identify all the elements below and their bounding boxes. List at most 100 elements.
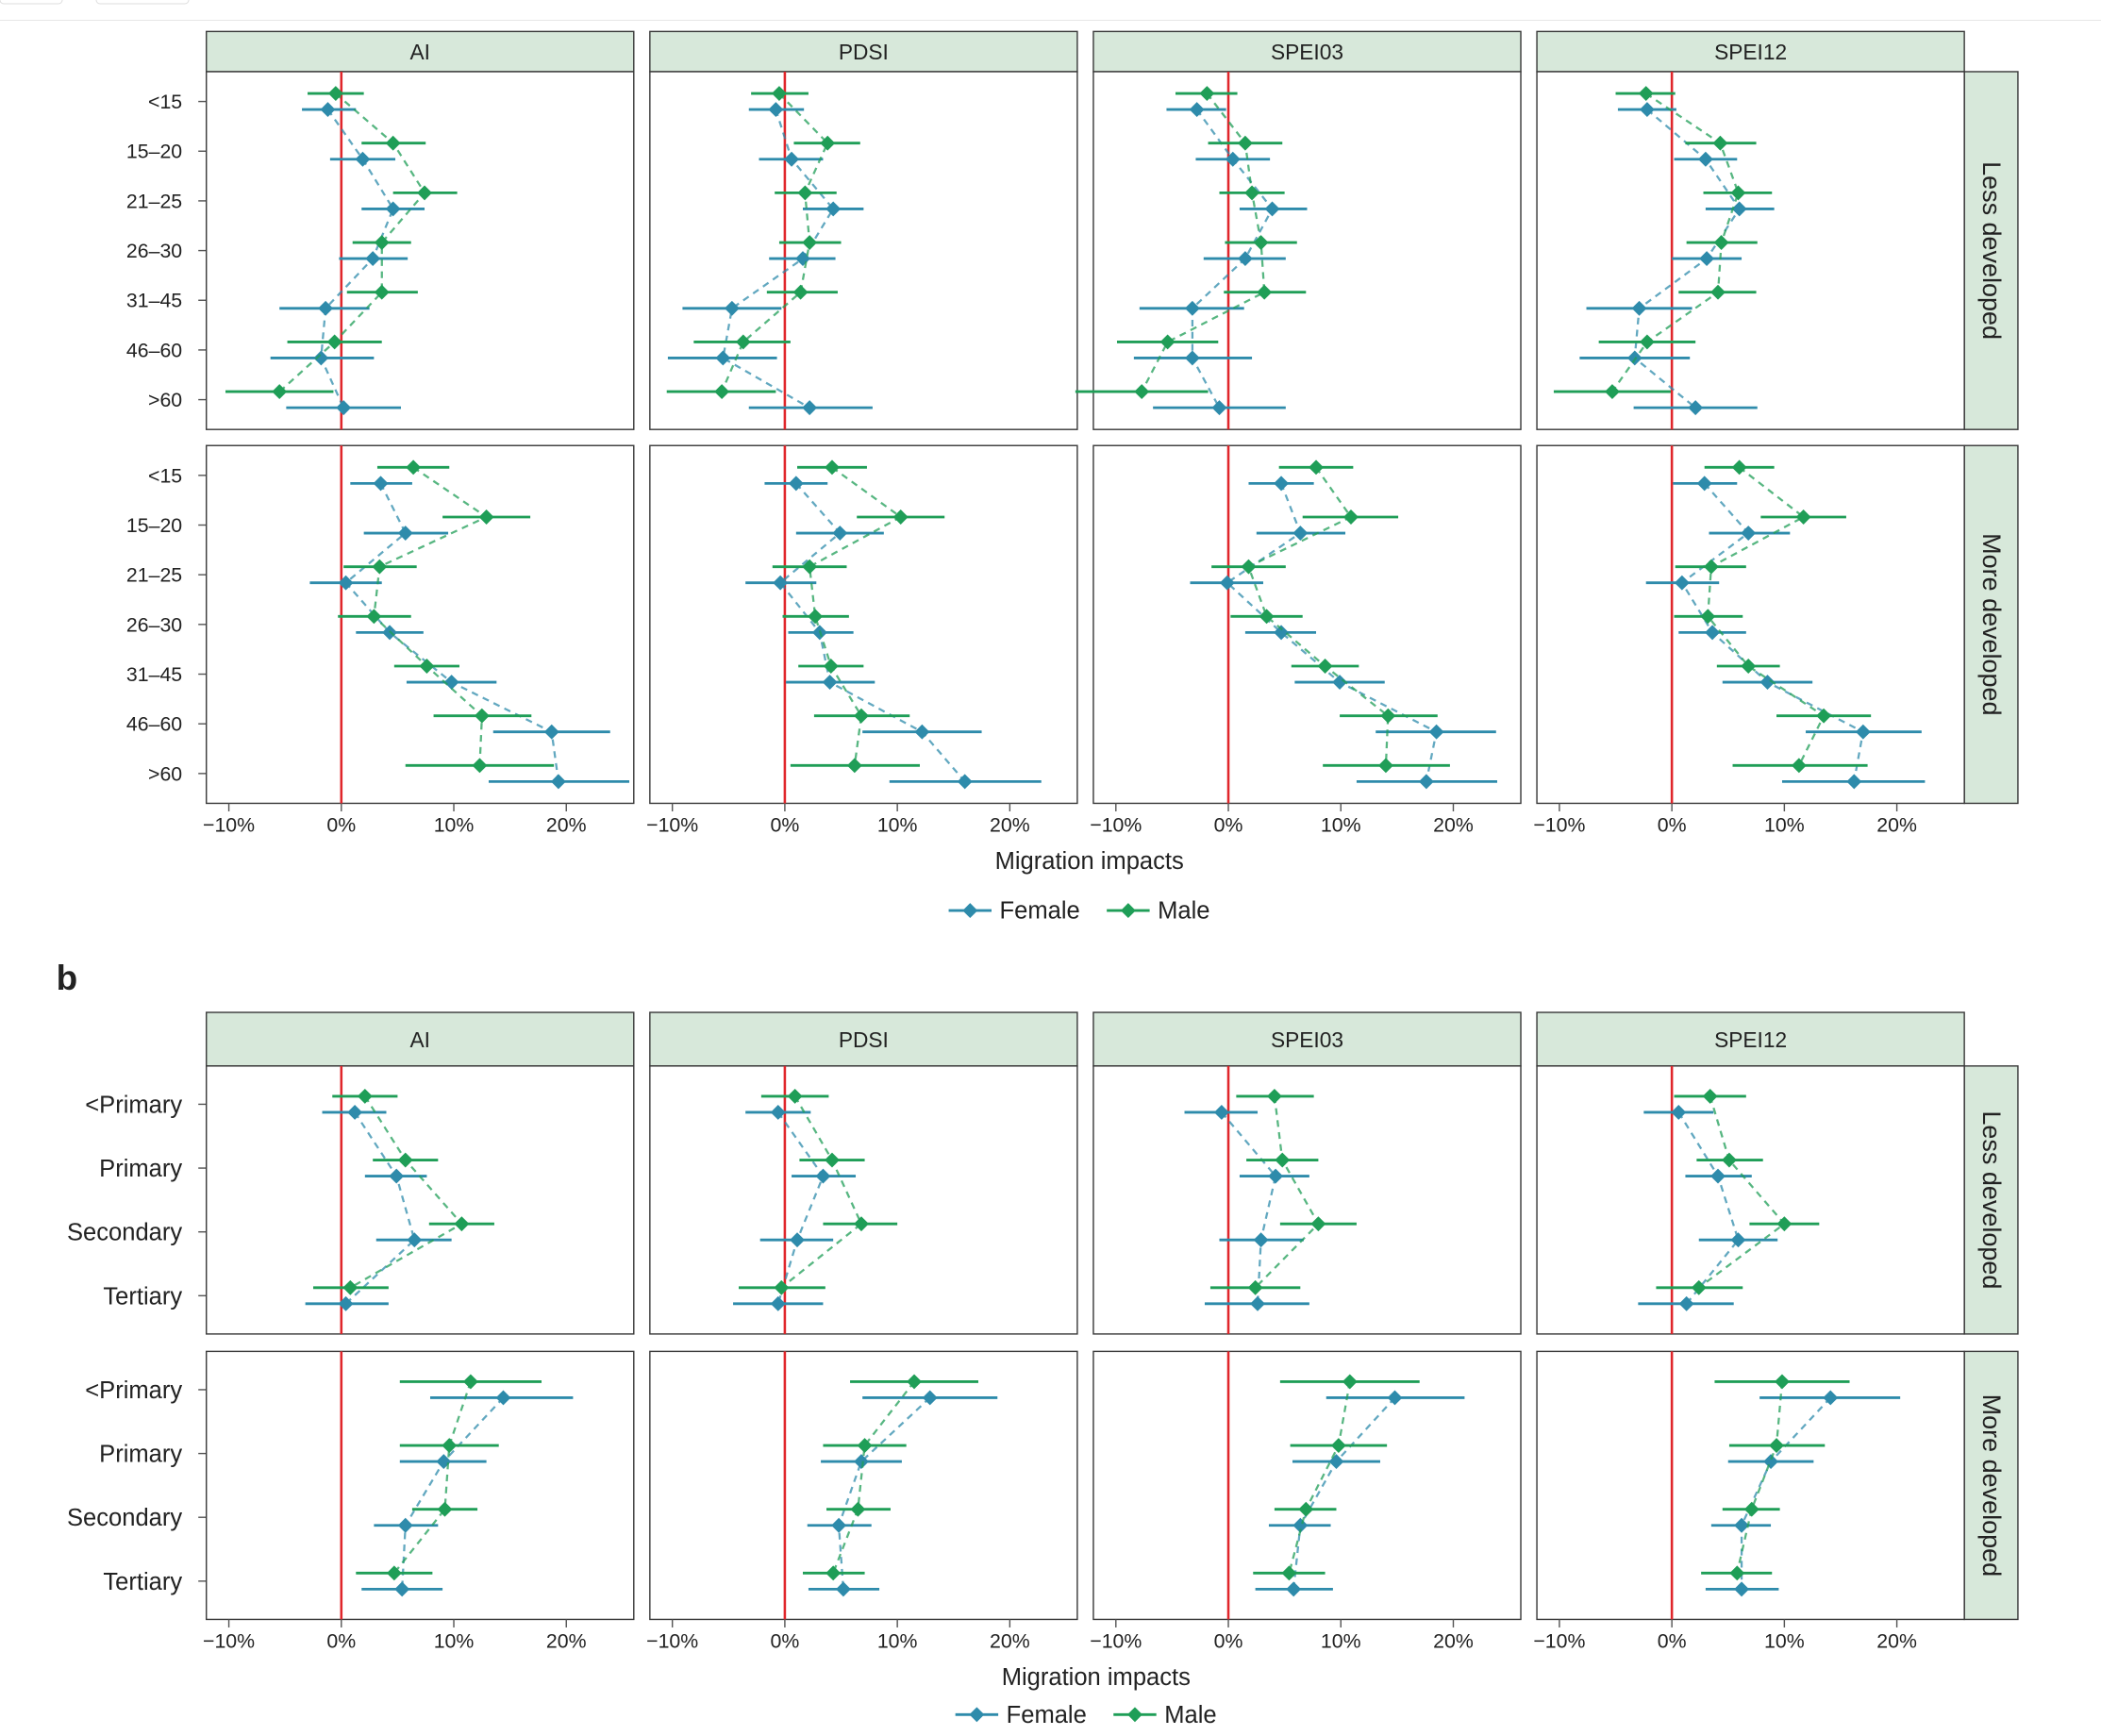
point-female-26-30 (1699, 251, 1715, 267)
row-strip-label-more-developed: More developed (1977, 1394, 2006, 1577)
legend-label-female: Female (1000, 898, 1080, 925)
x-tick-label-pdsi-0: −10% (646, 1629, 698, 1652)
point-female-primary (854, 1454, 869, 1470)
point-male-46-60 (1639, 334, 1655, 350)
point-male-60 (846, 758, 862, 774)
series-line-male (392, 1381, 473, 1574)
point-male-15 (1199, 86, 1215, 102)
point-female-primary (1671, 1104, 1687, 1120)
point-male-secondary (454, 1216, 470, 1232)
point-male-tertiary (825, 1565, 842, 1581)
facet-more-developed-spei03 (1092, 444, 1522, 805)
series-line-female (1740, 1396, 1832, 1590)
strip-spei03 (1092, 1011, 1522, 1067)
facet-frame (206, 71, 635, 430)
strip-label-spei03: SPEI03 (1271, 40, 1343, 64)
point-female-15-20 (1292, 526, 1309, 541)
facet-less-developed-spei03 (1092, 1065, 1522, 1335)
point-male-15 (1638, 86, 1654, 102)
point-male-15-20 (478, 509, 494, 525)
point-male-primary (1702, 1088, 1718, 1104)
x-tick-label-spei12-3: 20% (1876, 813, 1917, 836)
point-male-21-25 (1241, 559, 1257, 575)
facet-less-developed-ai (206, 71, 635, 430)
point-male-primary (397, 1152, 413, 1168)
x-tick-label-spei12-2: 10% (1764, 813, 1805, 836)
legend: Female Male (955, 1702, 1217, 1728)
point-male-46-60 (854, 708, 869, 724)
point-female-31-45 (1759, 675, 1776, 690)
x-tick-label-ai-3: 20% (546, 1629, 587, 1652)
tick-label-less-developed-15-20: 15–20 (126, 141, 182, 163)
facet-more-developed-spei12 (1536, 444, 1965, 805)
x-tick-label-pdsi-1: 0% (771, 1629, 800, 1652)
x-tick-label-ai-0: −10% (203, 813, 255, 836)
tick-label-less-developed-primary: <Primary (85, 1092, 182, 1118)
point-female-primary (347, 1104, 363, 1120)
x-axis-title: Migration impacts (995, 848, 1184, 875)
toolbar-button-right[interactable] (95, 0, 190, 5)
point-female-15-20 (1741, 526, 1757, 541)
series-line-male (349, 1095, 464, 1289)
x-tick-label-spei03-1: 0% (1214, 813, 1243, 836)
top-strip-background (0, 0, 2101, 21)
row-strip-less-developed (1963, 1065, 2019, 1335)
point-female-primary (1763, 1454, 1779, 1470)
tick-label-more-developed-46-60: 46–60 (126, 713, 182, 736)
point-male-secondary (1298, 1501, 1314, 1517)
point-female-primary (815, 1168, 831, 1184)
strip-label-pdsi: PDSI (839, 1027, 889, 1052)
tick-label-more-developed-26-30: 26–30 (126, 613, 182, 636)
point-male-60 (472, 758, 488, 774)
facet-frame (1536, 444, 1965, 805)
series-line-female (837, 1396, 931, 1590)
x-tick-label-pdsi-1: 0% (771, 813, 800, 836)
point-female-15 (768, 102, 784, 118)
x-axis-title: Migration impacts (1002, 1664, 1191, 1691)
point-female-primary (436, 1454, 452, 1470)
point-female-secondary (831, 1517, 847, 1533)
strip-ai (206, 1011, 635, 1067)
point-male-31-45 (792, 284, 809, 300)
series-line-male (1698, 1095, 1787, 1289)
facet-frame (649, 444, 1078, 805)
point-male-46-60 (1816, 708, 1832, 724)
point-female-15-20 (1697, 151, 1713, 167)
series-line-female (1292, 1396, 1396, 1590)
x-tick-label-pdsi-2: 10% (877, 813, 918, 836)
series-line-female (344, 1111, 416, 1305)
tick-label-more-developed-primary: <Primary (85, 1377, 182, 1404)
facet-less-developed-ai (206, 1065, 635, 1335)
tick-label-more-developed-31-45: 31–45 (126, 663, 182, 686)
toolbar-button-left[interactable] (0, 0, 63, 5)
series-line-male (832, 1380, 915, 1574)
facet-less-developed-spei12 (1536, 1065, 1965, 1335)
legend-swatch-marker-female (962, 903, 978, 919)
point-female-31-45 (822, 675, 838, 690)
facet-frame (206, 1065, 635, 1335)
tick-label-more-developed-15-20: 15–20 (126, 514, 182, 537)
tick-label-more-developed-60: >60 (148, 762, 182, 785)
point-female-primary (389, 1168, 405, 1184)
point-female-21-25 (773, 575, 789, 591)
tick-label-less-developed-46-60: 46–60 (126, 339, 182, 361)
point-female-tertiary (1250, 1295, 1265, 1311)
series-line-male (1736, 1381, 1784, 1574)
x-tick-label-spei03-3: 20% (1433, 1629, 1474, 1652)
point-female-primary (770, 1104, 786, 1120)
point-female-secondary (790, 1232, 805, 1248)
point-male-26-30 (802, 235, 818, 251)
facet-frame (1092, 444, 1522, 805)
point-female-60 (550, 774, 566, 790)
x-tick-label-spei03-0: −10% (1090, 1629, 1142, 1652)
point-female-tertiary (1734, 1581, 1750, 1597)
tick-label-more-developed-15: <15 (148, 464, 182, 487)
point-female-31-45 (443, 675, 459, 690)
point-male-46-60 (326, 334, 342, 350)
legend: Female Male (948, 898, 1209, 925)
facet-frame (649, 1350, 1078, 1621)
facet-less-developed-pdsi (649, 71, 1078, 430)
tick-label-more-developed-primary: Primary (99, 1442, 182, 1468)
point-female-21-25 (1674, 575, 1690, 591)
point-female-secondary (1292, 1517, 1309, 1533)
